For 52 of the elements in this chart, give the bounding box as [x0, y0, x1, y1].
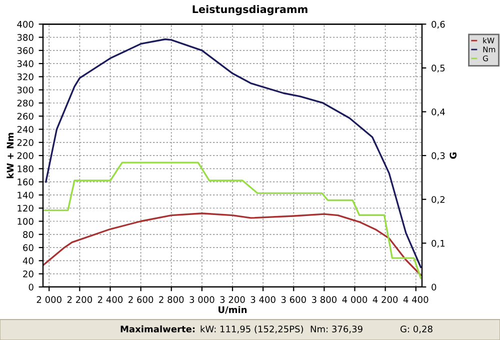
y-tick-label: 260: [17, 112, 34, 120]
x-tick-label: 3 600: [281, 296, 306, 303]
y2-tick-label: 0,2: [432, 196, 444, 204]
x-tick-label: 3 000: [190, 296, 214, 303]
y-tick-label: 340: [17, 60, 34, 68]
y-tick-label: 380: [17, 34, 34, 41]
x-tick-label: 2 800: [159, 296, 184, 303]
x-tick-label: 4 200: [372, 296, 398, 303]
x-tick-label: 2 200: [67, 296, 92, 303]
x-tick-label: 4 000: [342, 296, 368, 303]
y-tick-label: 220: [17, 139, 34, 146]
y-tick-label: 400: [17, 20, 34, 28]
y-tick-label: 60: [23, 244, 34, 252]
y-tick-label: 360: [17, 47, 34, 54]
y2-tick-label: 0: [432, 284, 436, 291]
x-tick-label: 4 400: [403, 296, 428, 303]
x-tick-label: 3 400: [250, 296, 276, 303]
y-tick-label: 100: [18, 218, 34, 225]
x-tick-label: 2 400: [98, 296, 123, 303]
y-tick-label: 160: [18, 178, 34, 186]
y2-tick-label: 0,3: [432, 152, 445, 160]
y-tick-label: 0: [28, 284, 34, 291]
y-tick-label: 320: [17, 73, 34, 80]
y-tick-label: 240: [17, 126, 34, 133]
x-tick-label: 2 600: [128, 296, 154, 303]
x-tick-label: 3 200: [220, 296, 245, 303]
y-tick-label: 200: [17, 152, 34, 160]
y-tick-label: 180: [18, 165, 34, 172]
y2-tick-label: 0,6: [432, 20, 445, 29]
x-axis-title: U/min: [218, 306, 247, 314]
text: Maximalwerte:: [120, 325, 195, 332]
y-tick-label: 80: [23, 231, 34, 238]
y-tick-label: 300: [17, 86, 34, 94]
y2-tick-label: 0,5: [432, 64, 445, 72]
x-tick-label: 3 800: [312, 296, 337, 303]
y-tick-label: 20: [23, 270, 34, 278]
text: G: 0,28: [400, 326, 432, 334]
y-tick-label: 280: [17, 100, 34, 107]
text: kW: 111,95 (152,25PS): [200, 325, 304, 334]
line-series: [43, 212, 422, 276]
y2-tick-label: 0,4: [432, 108, 445, 116]
line-series: [43, 162, 422, 280]
line-series: [45, 38, 422, 268]
y2-tick-label: 0,1: [432, 240, 445, 248]
x-tick-label: 2 000: [36, 296, 62, 303]
text: Nm: 376,39: [310, 326, 362, 334]
y-axis-title: kW + Nm: [6, 132, 14, 178]
y2-axis-title: G: [450, 152, 457, 159]
chart-title: Leistungsdiagramm: [192, 5, 308, 16]
y-tick-label: 120: [18, 204, 34, 212]
y-tick-label: 40: [22, 257, 34, 264]
y-tick-label: 140: [18, 192, 34, 199]
